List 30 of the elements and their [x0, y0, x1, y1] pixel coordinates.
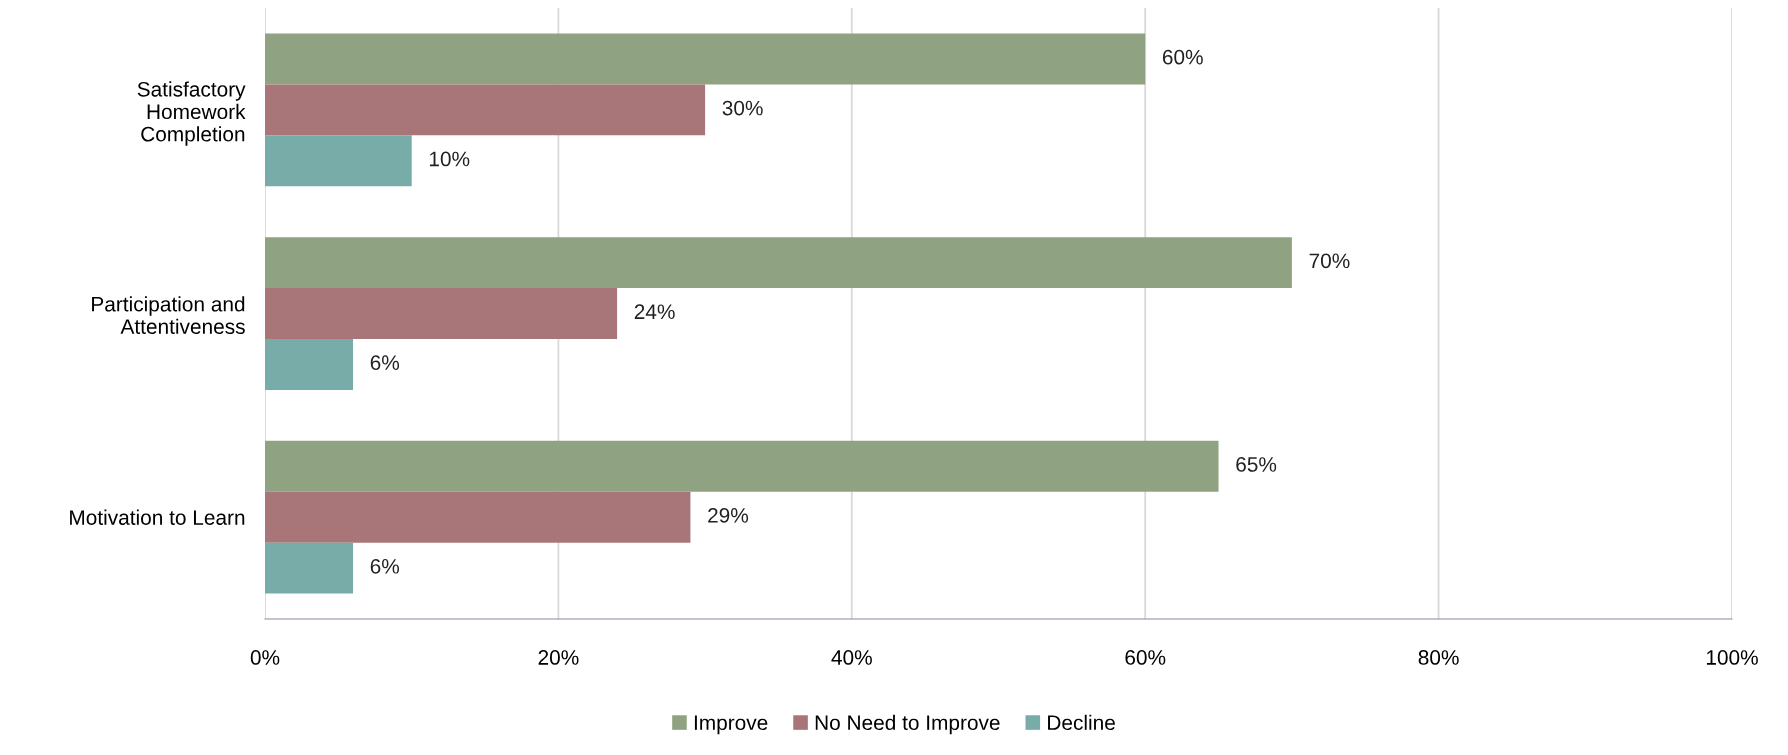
- data-label: 6%: [370, 558, 400, 574]
- x-tick-label: 0%: [250, 650, 280, 665]
- bar: [265, 542, 354, 594]
- bar: [265, 84, 706, 136]
- bar: [265, 440, 1219, 492]
- data-label: 60%: [1162, 49, 1203, 65]
- x-tick-label: 20%: [538, 650, 579, 665]
- x-tick-label: 60%: [1125, 650, 1166, 665]
- legend-label: Improve: [694, 715, 768, 735]
- data-label: 29%: [708, 508, 749, 523]
- x-tick-label: 80%: [1418, 650, 1459, 665]
- bar: [265, 288, 618, 339]
- data-label: 30%: [722, 100, 763, 116]
- y-tick-label: Satisfactory Homework Completion: [137, 81, 246, 146]
- data-label: 70%: [1309, 253, 1350, 269]
- legend-label: Decline: [1048, 714, 1115, 731]
- bar: [265, 338, 354, 390]
- data-label: 6%: [370, 355, 400, 371]
- legend-label: No Need to Improve: [815, 714, 1000, 735]
- data-label: 10%: [429, 151, 470, 167]
- x-tick-label: 100%: [1706, 650, 1758, 665]
- data-label: 24%: [634, 304, 675, 320]
- bar: [265, 135, 412, 187]
- bar: [265, 491, 691, 543]
- y-tick-label: Participation and Attentiveness: [92, 296, 245, 334]
- y-tick-label: Motivation to Learn: [70, 509, 245, 525]
- data-label: 65%: [1236, 457, 1277, 472]
- bar: [265, 237, 1292, 289]
- bar: [265, 33, 1146, 85]
- x-tick-label: 40%: [831, 650, 872, 665]
